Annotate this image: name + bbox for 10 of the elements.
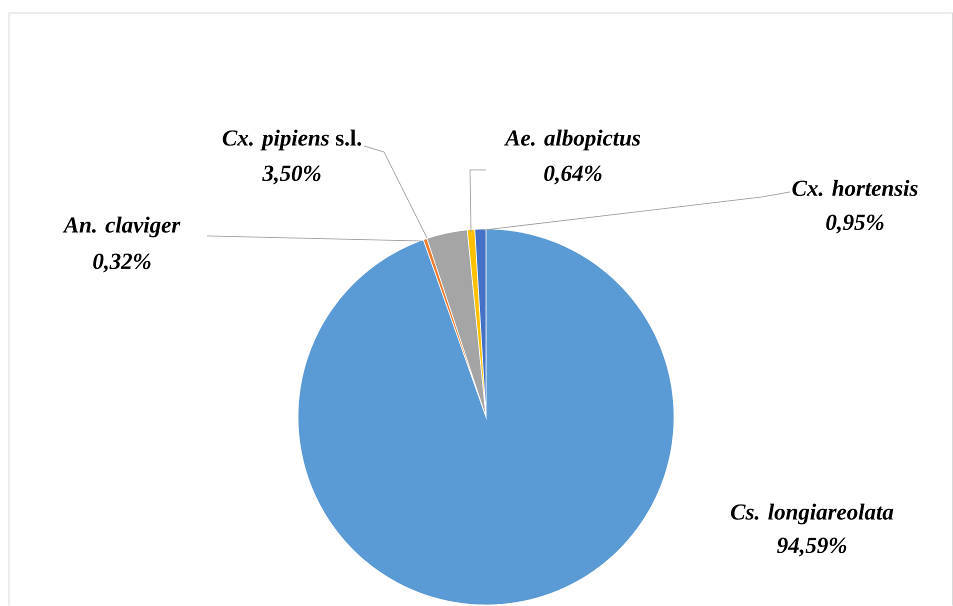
- slice-label: Cx. pipiens s.l.: [222, 130, 362, 150]
- slice-label: Ae. albopictus: [504, 130, 640, 150]
- slice-label: Cx. hortensis: [792, 180, 918, 196]
- data-label: 0,32%: [93, 254, 150, 272]
- data-label: 0,64%: [544, 166, 602, 184]
- slice-label: An. claviger: [62, 216, 180, 238]
- data-label: 3,50%: [262, 166, 320, 184]
- data-label: 0,95%: [826, 214, 884, 234]
- slice-label: Cs. longiareolata: [730, 504, 894, 524]
- data-label: 94,59%: [777, 538, 846, 556]
